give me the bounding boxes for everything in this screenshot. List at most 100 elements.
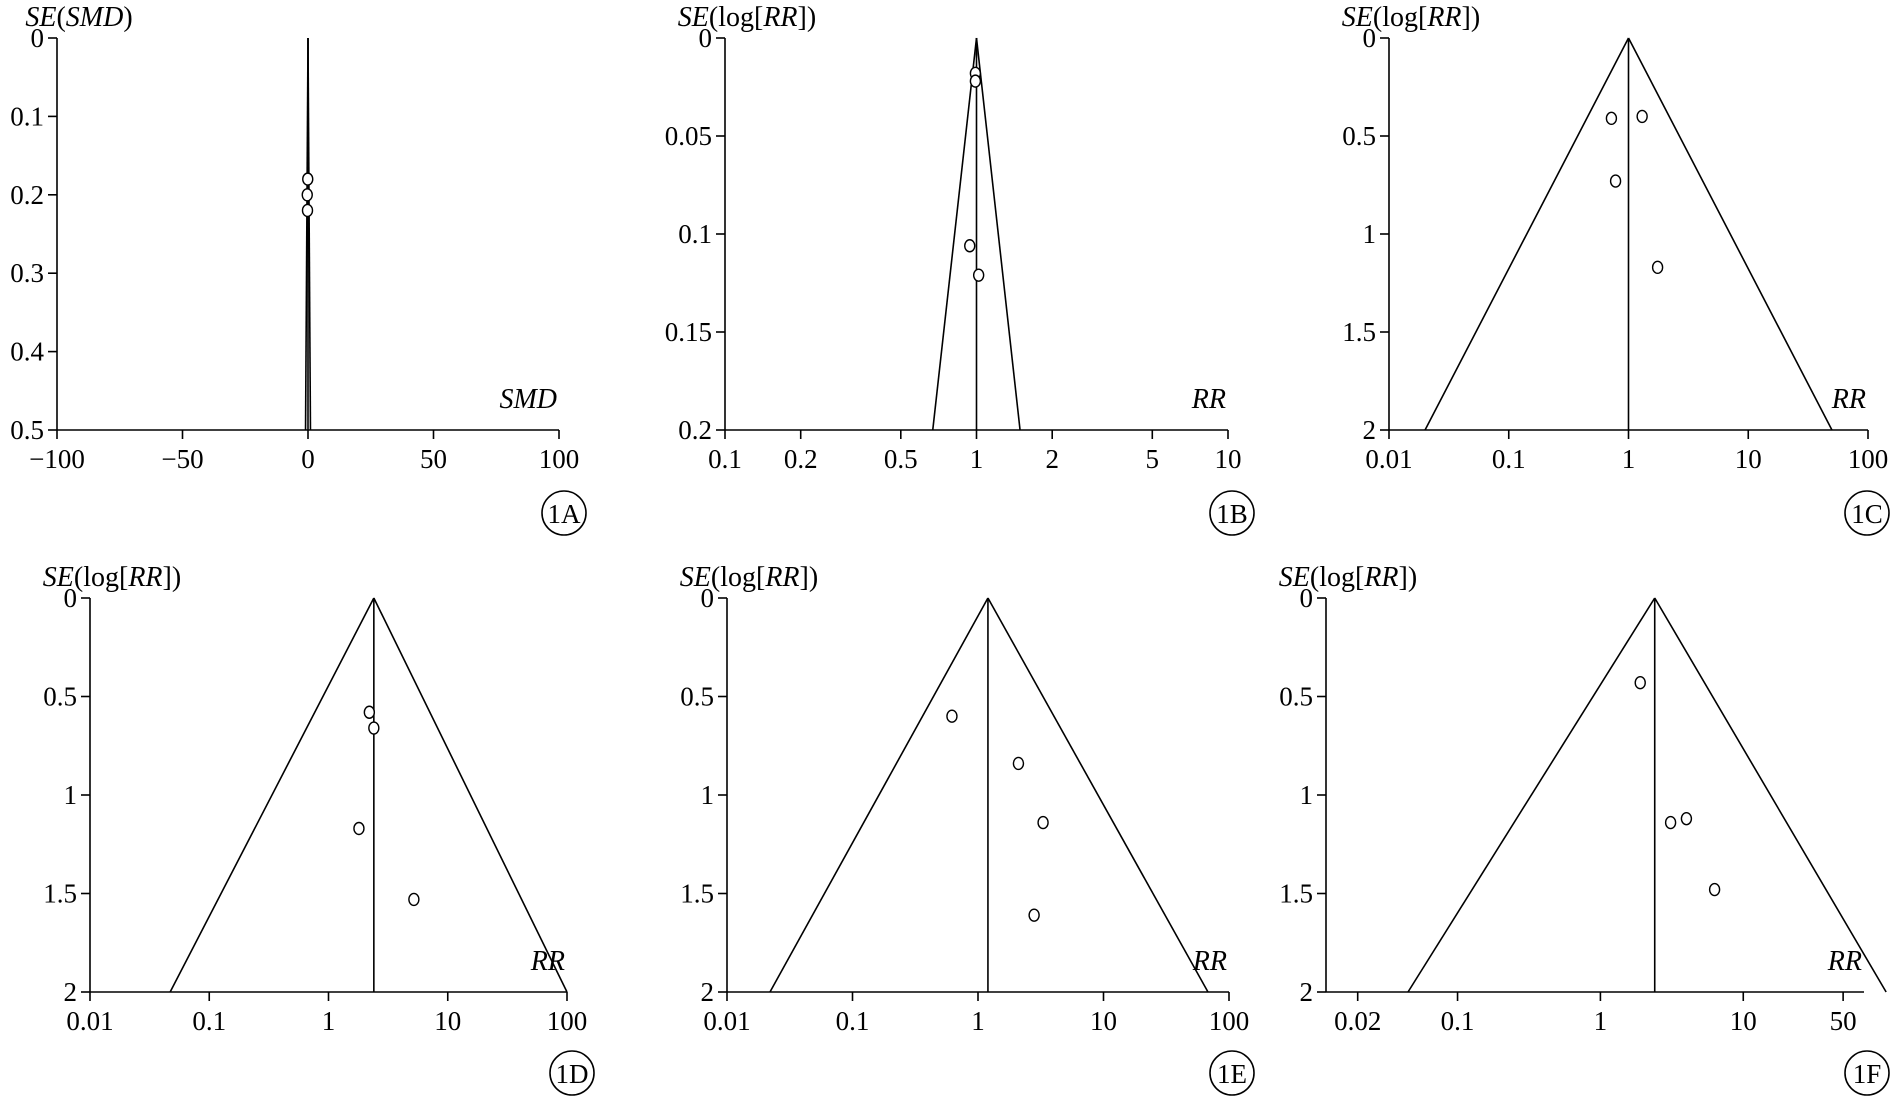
x-axis-title: RR xyxy=(1831,384,1866,415)
funnel-left-line xyxy=(169,597,375,993)
y-axis-title: SE(SMD) xyxy=(25,2,132,33)
funnel-right-line xyxy=(1654,597,1887,993)
study-point xyxy=(1012,756,1025,771)
y-tick-label: 0.2 xyxy=(678,415,712,445)
x-tick-label: 100 xyxy=(547,1006,588,1036)
study-point xyxy=(408,892,420,907)
panel-label: 1C xyxy=(1851,499,1883,529)
x-tick-label: 0.1 xyxy=(708,444,742,474)
x-tick-label: 0.1 xyxy=(836,1006,870,1036)
study-point xyxy=(1634,676,1646,690)
x-tick-label: 1 xyxy=(970,444,984,474)
study-point xyxy=(1028,908,1040,922)
x-tick-label: 10 xyxy=(1090,1006,1117,1036)
x-tick-label: 50 xyxy=(1830,1006,1857,1036)
x-tick-label: 0.1 xyxy=(1492,444,1526,474)
y-tick-label: 2 xyxy=(701,977,715,1007)
x-tick-label: 100 xyxy=(539,444,580,474)
funnel-left-line xyxy=(931,37,978,431)
study-point xyxy=(972,268,985,282)
y-axis-title: SE(log[RR]) xyxy=(680,562,818,593)
x-tick-label: 0.1 xyxy=(192,1006,226,1036)
x-tick-label: 5 xyxy=(1146,444,1160,474)
y-tick-label: 0.5 xyxy=(43,682,77,712)
y-tick-label: 0.1 xyxy=(10,101,44,131)
x-tick-label: 0.1 xyxy=(1441,1006,1475,1036)
funnel-left-line xyxy=(1424,37,1630,431)
funnel-right-line xyxy=(987,597,1209,993)
funnel-plot-1A: 0 0.1 0.2 0.3 0.4 0.5−100 −50 0 50 100 SE(SMD) SMD 1… xyxy=(10,2,587,536)
y-tick-label: 0.3 xyxy=(10,258,44,288)
panel-label: 1D xyxy=(556,1059,589,1089)
y-tick-label: 0.2 xyxy=(10,180,44,210)
x-tick-label: 1 xyxy=(1594,1006,1608,1036)
funnel-left-line xyxy=(769,597,989,993)
x-tick-label: 1 xyxy=(322,1006,336,1036)
y-tick-label: 1 xyxy=(1300,780,1314,810)
y-tick-label: 0 xyxy=(31,23,45,53)
y-tick-label: 1 xyxy=(64,780,78,810)
x-tick-label: 0.01 xyxy=(1365,444,1412,474)
y-tick-label: 2 xyxy=(1300,977,1314,1007)
y-axis-title: SE(log[RR]) xyxy=(1279,562,1417,593)
y-tick-label: 0 xyxy=(699,23,713,53)
x-tick-label: 1 xyxy=(1622,444,1636,474)
x-tick-label: 1 xyxy=(971,1006,985,1036)
study-point xyxy=(946,709,958,723)
x-tick-label: 0 xyxy=(301,444,315,474)
funnel-plot-1C: 0 0.5 1 1.5 20.01 0.1 1 10 100 SE(log[RR]) RR 1C xyxy=(1342,2,1890,536)
panel-label-circle xyxy=(549,1050,595,1096)
study-point xyxy=(1651,260,1664,275)
y-tick-label: 1 xyxy=(701,780,715,810)
x-tick-label: 0.01 xyxy=(703,1006,750,1036)
study-point xyxy=(302,172,314,186)
study-point xyxy=(363,705,376,719)
y-tick-label: 0.1 xyxy=(678,219,712,249)
x-tick-label: 10 xyxy=(1215,444,1242,474)
panel-label-circle xyxy=(1844,490,1890,536)
y-tick-label: 0 xyxy=(1300,583,1314,613)
study-point xyxy=(1037,815,1049,830)
y-tick-label: 0 xyxy=(701,583,715,613)
funnel-left-line xyxy=(1407,597,1656,993)
x-tick-label: −100 xyxy=(29,444,85,474)
panel-label: 1E xyxy=(1217,1059,1247,1089)
funnel-plot-1B: 00.050.10.150.20.1 0.2 0.5 1 2 5 10SE(log[RR])… xyxy=(665,2,1255,536)
panel-label-circle xyxy=(1209,1050,1255,1096)
x-tick-label: 10 xyxy=(434,1006,461,1036)
funnel-plot-1F: 0 0.5 1 1.5 2 0.02 0.1 1 10 50 SE(log[RR]) RR 1F xyxy=(1279,562,1890,1096)
x-tick-label: 100 xyxy=(1209,1006,1250,1036)
study-point xyxy=(1605,111,1618,126)
y-tick-label: 2 xyxy=(1363,415,1377,445)
x-axis-title: RR xyxy=(1827,946,1862,977)
panel-label-circle xyxy=(1844,1050,1890,1096)
y-tick-label: 2 xyxy=(64,977,78,1007)
panel-label: 1B xyxy=(1216,499,1248,529)
y-tick-label: 1 xyxy=(1363,219,1377,249)
x-tick-label: 0.01 xyxy=(66,1006,113,1036)
funnel-right-line xyxy=(975,37,1021,431)
x-tick-label: 10 xyxy=(1735,444,1762,474)
y-tick-label: 1.5 xyxy=(680,879,714,909)
study-point xyxy=(301,188,313,202)
funnel-right-line xyxy=(373,597,568,993)
x-tick-label: −50 xyxy=(161,444,203,474)
study-point xyxy=(1609,174,1622,188)
y-tick-label: 0.5 xyxy=(1279,682,1313,712)
y-axis-title: SE(log[RR]) xyxy=(43,562,181,593)
funnel-right-line xyxy=(1627,37,1833,431)
x-axis-title: RR xyxy=(1192,946,1227,977)
panel-label: 1F xyxy=(1853,1059,1882,1089)
y-tick-label: 1.5 xyxy=(43,879,77,909)
panel-label-circle xyxy=(541,490,587,536)
x-tick-label: 0.5 xyxy=(884,444,918,474)
x-tick-label: 0.2 xyxy=(784,444,818,474)
x-tick-label: 50 xyxy=(420,444,447,474)
study-point xyxy=(1680,811,1693,826)
y-tick-label: 0.15 xyxy=(665,317,712,347)
y-axis-title: SE(log[RR]) xyxy=(678,2,816,33)
y-tick-label: 1.5 xyxy=(1342,317,1376,347)
panel-label-circle xyxy=(1209,490,1255,536)
